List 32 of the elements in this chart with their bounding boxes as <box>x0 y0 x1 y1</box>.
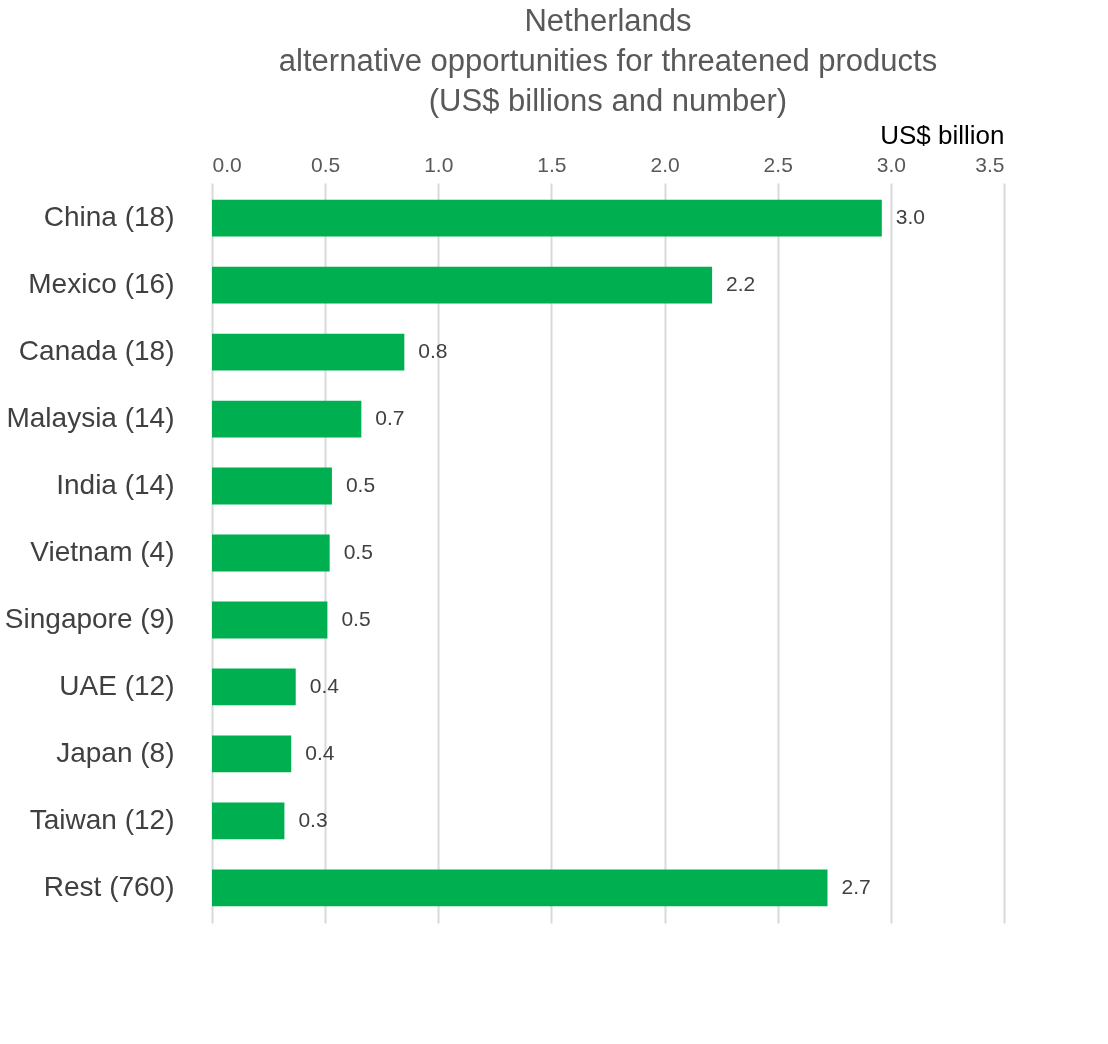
data-label: 0.4 <box>305 740 335 764</box>
x-tick-label: 2.5 <box>763 152 793 176</box>
y-tick-label: Taiwan (12) <box>29 803 175 835</box>
data-label: 0.3 <box>298 807 328 831</box>
y-tick-label: Malaysia (14) <box>6 402 175 434</box>
data-label: 0.5 <box>343 540 373 563</box>
chart-title: Netherlands alternative opportunities for threatened products (US$ billions and number) <box>278 3 938 118</box>
y-tick-label: Mexico (16) <box>28 268 175 300</box>
x-tick-label: 1.5 <box>537 152 567 176</box>
y-tick-label: Rest (760) <box>43 870 175 902</box>
x-tick-label: 0.0 <box>212 152 242 176</box>
y-tick-label: UAE (12) <box>59 669 175 701</box>
data-label: 0.8 <box>418 339 448 363</box>
data-label: 0.5 <box>341 606 371 630</box>
data-label: 3.0 <box>895 205 926 229</box>
x-tick-label: 2.0 <box>650 152 680 176</box>
x-axis-title: US$ billion <box>880 119 1005 150</box>
y-tick-label: Singapore (9) <box>4 602 175 634</box>
x-tick-label: 3.5 <box>975 152 1005 176</box>
x-tick-label: 0.5 <box>311 152 341 176</box>
data-label: 0.5 <box>345 473 376 497</box>
y-tick-label: China (18) <box>43 201 175 233</box>
y-tick-label: India (14) <box>56 469 175 501</box>
y-tick-label: Vietnam (4) <box>30 536 175 567</box>
data-label: 0.4 <box>309 673 340 697</box>
data-label: 2.2 <box>726 272 756 296</box>
x-tick-label: 3.0 <box>876 152 906 176</box>
data-label: 0.7 <box>375 406 405 430</box>
x-tick-label: 1.0 <box>424 152 454 176</box>
y-tick-label: Canada (18) <box>18 335 175 367</box>
data-label: 2.7 <box>841 874 871 898</box>
y-tick-label: Japan (8) <box>56 736 175 768</box>
